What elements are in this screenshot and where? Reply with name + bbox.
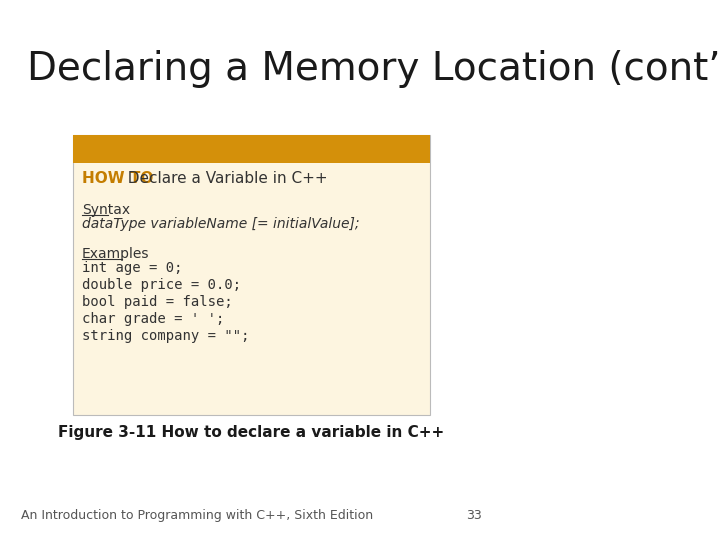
Text: dataType variableName [= initialValue];: dataType variableName [= initialValue];	[82, 217, 359, 231]
Text: Declare a Variable in C++: Declare a Variable in C++	[118, 171, 328, 186]
Text: Syntax: Syntax	[82, 203, 130, 217]
Text: Figure 3-11 How to declare a variable in C++: Figure 3-11 How to declare a variable in…	[58, 425, 444, 440]
Text: bool paid = false;: bool paid = false;	[82, 295, 233, 309]
FancyBboxPatch shape	[73, 135, 430, 415]
Text: int age = 0;: int age = 0;	[82, 261, 182, 275]
Text: double price = 0.0;: double price = 0.0;	[82, 278, 241, 292]
Bar	[73, 135, 430, 163]
Text: HOW TO: HOW TO	[82, 171, 153, 186]
Text: char grade = ' ';: char grade = ' ';	[82, 312, 224, 326]
Text: An Introduction to Programming with C++, Sixth Edition: An Introduction to Programming with C++,…	[21, 509, 373, 522]
Text: Examples: Examples	[82, 247, 149, 261]
Text: 33: 33	[467, 509, 482, 522]
Text: string company = "";: string company = "";	[82, 329, 249, 343]
Text: Declaring a Memory Location (cont’d.): Declaring a Memory Location (cont’d.)	[27, 50, 720, 88]
